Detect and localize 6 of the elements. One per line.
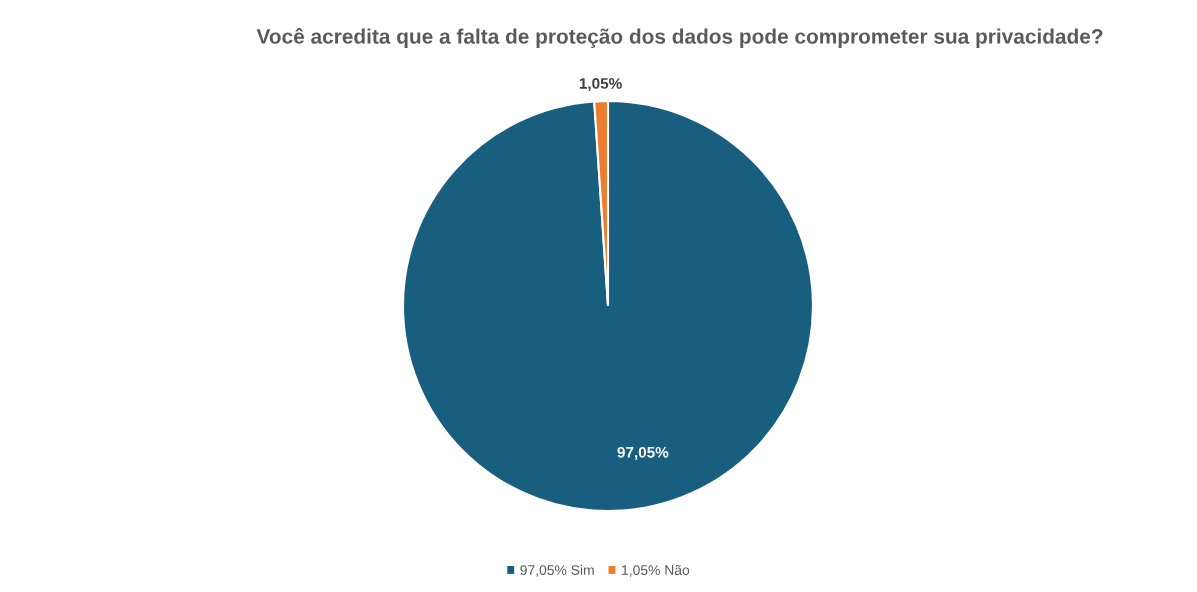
- legend-label: 1,05% Não: [622, 564, 690, 577]
- data-label: 97,05%: [617, 446, 669, 460]
- chart-title: Você acredita que a falta de proteção dos dados pode comprometer sua privacidade?: [256, 28, 1103, 48]
- legend-label: 97,05% Sim: [520, 564, 594, 577]
- pie-slice: [401, 99, 815, 513]
- data-label: 1,05%: [579, 78, 622, 92]
